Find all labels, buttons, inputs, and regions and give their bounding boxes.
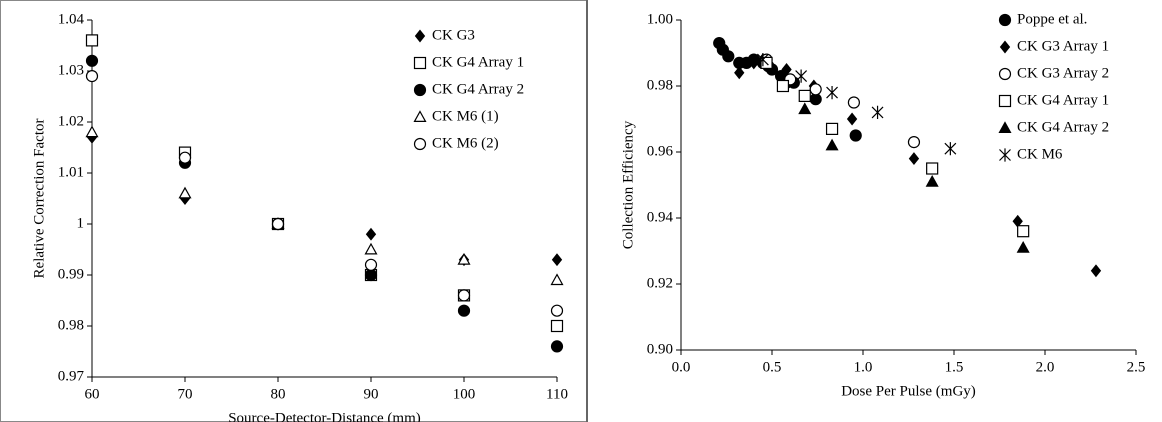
data-point [365,227,377,241]
y-tick-label: 1.01 [58,164,84,180]
x-tick-label: 110 [546,386,568,402]
data-point [364,258,378,271]
data-point [1016,240,1030,253]
x-tick-label: 70 [178,386,193,402]
data-point [849,129,862,142]
data-point [722,50,735,63]
y-tick-label: 1.02 [58,113,84,129]
data-point [825,122,839,136]
data-point [908,152,920,166]
data-point [925,174,939,187]
x-axis-label: Source-Detector-Distance (mm) [228,410,421,422]
x-tick-label: 100 [453,386,476,402]
data-point [756,53,769,67]
legend-marker [998,67,1012,81]
legend-label: CK G4 Array 1 [1017,92,1109,108]
data-point [85,54,99,67]
x-tick-label: 90 [364,386,379,402]
y-tick-label: 0.97 [58,368,85,384]
legend-label: CK G4 Array 2 [1017,119,1109,135]
y-tick-label: 0.96 [647,143,674,159]
data-point [1090,264,1102,278]
data-point [457,304,471,317]
data-point [847,96,861,109]
data-point [926,162,939,175]
data-point [944,142,957,156]
legend-marker [999,148,1011,162]
y-tick-label: 0.94 [647,209,674,225]
data-point [776,79,790,93]
x-axis-label: Dose Per Pulse (mGy) [841,383,976,399]
legend-label: CK G4 Array 1 [432,54,524,70]
x-tick-label: 1.5 [945,359,964,375]
y-axis-label: Relative Correction Factor [31,119,47,279]
y-tick-label: 0.92 [647,275,673,291]
y-axis-label: Collection Efficiency [620,120,636,249]
data-point [271,217,285,231]
legend-label: Poppe et al. [1017,11,1087,27]
data-point [550,340,564,353]
data-point [364,242,378,255]
legend-marker [998,94,1012,108]
legend-label: CK M6 (2) [432,135,499,151]
legend-label: CK M6 (1) [432,108,499,124]
data-point [457,289,471,302]
x-tick-label: 0.5 [763,359,782,375]
data-point [826,86,838,100]
data-point [871,105,884,119]
data-point [795,69,808,83]
legend-marker [999,40,1011,54]
y-tick-label: 0.99 [58,266,84,282]
data-point [85,69,99,83]
legend-marker [413,110,427,122]
data-point [907,136,921,149]
legend-marker [413,83,427,97]
data-point [457,252,471,265]
y-tick-label: 0.98 [58,317,84,333]
y-tick-label: 1 [77,215,85,231]
y-tick-label: 0.90 [647,341,673,357]
data-point [825,138,839,151]
data-point [748,56,759,70]
y-tick-label: 0.98 [647,77,673,93]
legend-marker [413,56,427,70]
x-tick-label: 0.0 [672,359,691,375]
y-tick-label: 1.04 [58,11,85,27]
x-tick-label: 2.5 [1127,359,1146,375]
x-tick-label: 1.0 [854,359,873,375]
data-point [550,319,564,333]
data-point [798,89,811,103]
legend-marker [998,13,1012,27]
data-point [734,66,745,80]
legend-label: CK G4 Array 2 [432,81,524,97]
data-point [85,34,99,47]
data-point [550,273,564,286]
data-point [1017,225,1030,238]
data-point [798,102,812,115]
x-tick-label: 80 [271,386,286,402]
x-tick-label: 60 [85,386,100,402]
data-point [178,186,192,199]
data-point [846,112,858,126]
legend-label: CK G3 [432,27,475,43]
data-point [550,304,564,317]
data-point [178,151,192,164]
y-tick-label: 1.03 [58,62,84,78]
legend-marker [998,121,1012,133]
data-point [551,253,563,267]
legend-label: CK G3 Array 1 [1017,38,1109,54]
legend-label: CK G3 Array 2 [1017,65,1109,81]
legend-marker [414,29,426,43]
legend-label: CK M6 [1017,146,1063,162]
data-point [85,125,99,138]
data-point [809,83,822,96]
legend-marker [413,137,427,151]
data-point [364,268,378,282]
y-tick-label: 1.00 [647,11,673,27]
x-tick-label: 2.0 [1036,359,1055,375]
